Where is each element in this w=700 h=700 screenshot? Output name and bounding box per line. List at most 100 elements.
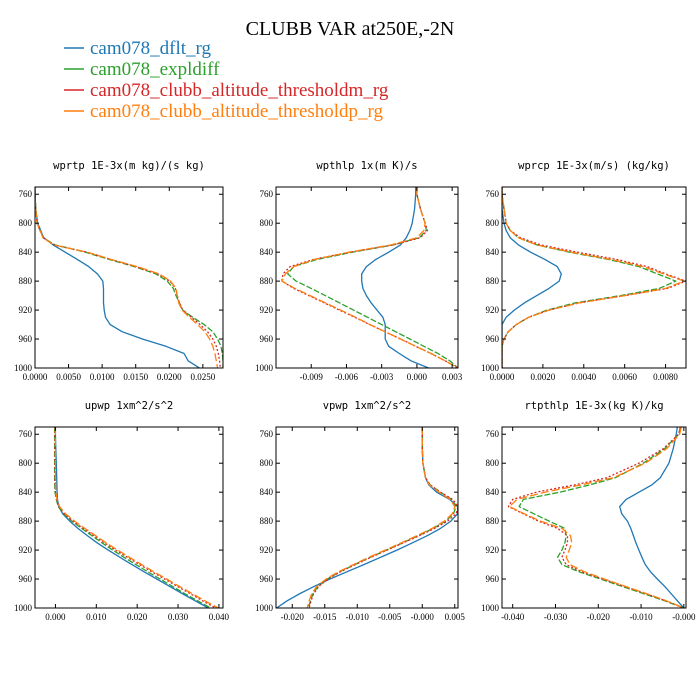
y-tick-label: 760 xyxy=(486,429,500,439)
y-tick-label: 840 xyxy=(19,487,33,497)
x-tick-label: 0.0060 xyxy=(612,372,637,382)
y-tick-label: 1000 xyxy=(481,603,500,613)
y-tick-label: 760 xyxy=(19,429,33,439)
x-tick-label: -0.010 xyxy=(629,612,653,622)
panel-title: wpthlp 1x(m K)/s xyxy=(316,160,417,172)
series-line-1 xyxy=(35,187,223,368)
y-tick-label: 960 xyxy=(19,334,33,344)
series-line-3 xyxy=(502,187,685,368)
series-line-0 xyxy=(619,427,685,608)
y-tick-label: 840 xyxy=(19,247,33,257)
y-tick-label: 1000 xyxy=(255,363,274,373)
x-tick-label: 0.003 xyxy=(442,372,463,382)
y-tick-label: 1000 xyxy=(255,603,274,613)
panel-title: upwp 1xm^2/s^2 xyxy=(85,400,174,412)
panel-title: vpwp 1xm^2/s^2 xyxy=(323,400,412,412)
x-tick-label: -0.020 xyxy=(587,612,611,622)
y-tick-label: 800 xyxy=(260,458,274,468)
y-tick-label: 960 xyxy=(486,334,500,344)
y-tick-label: 880 xyxy=(260,516,274,526)
series-line-2 xyxy=(308,427,458,608)
y-tick-label: 960 xyxy=(19,574,33,584)
x-tick-label: -0.020 xyxy=(281,612,305,622)
y-tick-label: 840 xyxy=(486,487,500,497)
y-tick-label: 880 xyxy=(486,276,500,286)
legend-label-3: cam078_clubb_altitude_thresholdp_rg xyxy=(90,101,384,122)
series-line-1 xyxy=(287,187,458,368)
x-tick-label: -0.000 xyxy=(411,612,435,622)
panels: wprtp 1E-3x(m kg)/(s kg) 760 800 840 880 920 9… xyxy=(14,160,696,622)
y-tick-label: 880 xyxy=(260,276,274,286)
series-line-1 xyxy=(53,427,212,608)
plot-frame xyxy=(34,426,224,609)
panel-2: wpthlp 1x(m K)/s 760 800 840 880 920 960 1000 -0… xyxy=(255,160,463,382)
series-group xyxy=(507,427,685,608)
series-group xyxy=(281,187,458,368)
x-tick-label: 0.0000 xyxy=(490,372,515,382)
y-tick-label: 840 xyxy=(486,247,500,257)
legend-label-2: cam078_clubb_altitude_thresholdm_rg xyxy=(90,80,389,101)
y-tick-label: 920 xyxy=(19,305,33,315)
panel-title: rtpthlp 1E-3x(kg K)/kg xyxy=(524,400,663,412)
y-tick-label: 920 xyxy=(19,545,33,555)
panel-5: vpwp 1xm^2/s^2 760 800 840 880 920 960 1000 -0.0… xyxy=(255,400,465,622)
y-tick-label: 800 xyxy=(486,218,500,228)
y-tick-label: 920 xyxy=(260,305,274,315)
x-tick-label: 0.030 xyxy=(168,612,189,622)
y-tick-label: 1000 xyxy=(481,363,500,373)
plot-frame xyxy=(275,186,459,369)
series-line-3 xyxy=(306,427,456,608)
y-tick-label: 760 xyxy=(260,429,274,439)
y-tick-label: 800 xyxy=(486,458,500,468)
panel-4: upwp 1xm^2/s^2 760 800 840 880 920 960 1000 0.00… xyxy=(14,400,230,622)
x-tick-label: -0.015 xyxy=(313,612,337,622)
series-line-3 xyxy=(35,187,219,368)
y-tick-label: 920 xyxy=(486,545,500,555)
series-line-2 xyxy=(507,427,685,608)
panel-title: wprtp 1E-3x(m kg)/(s kg) xyxy=(53,160,205,172)
plot-frame xyxy=(501,186,687,369)
legend: cam078_dflt_rgcam078_expldiffcam078_club… xyxy=(64,38,389,122)
x-tick-label: 0.0150 xyxy=(123,372,148,382)
x-tick-label: 0.000 xyxy=(45,612,66,622)
x-tick-label: -0.040 xyxy=(501,612,525,622)
series-line-2 xyxy=(54,427,216,608)
y-tick-label: 760 xyxy=(260,189,274,199)
y-tick-label: 960 xyxy=(260,574,274,584)
y-tick-label: 760 xyxy=(486,189,500,199)
legend-label-0: cam078_dflt_rg xyxy=(90,38,212,59)
y-tick-label: 760 xyxy=(19,189,33,199)
y-tick-label: 960 xyxy=(486,574,500,584)
x-tick-label: -0.005 xyxy=(378,612,402,622)
series-group xyxy=(35,187,223,368)
x-tick-label: 0.0040 xyxy=(571,372,596,382)
series-line-1 xyxy=(518,427,685,608)
x-tick-label: 0.0100 xyxy=(90,372,115,382)
panel-3: wprcp 1E-3x(m/s) (kg/kg) 760 800 840 880 920 9… xyxy=(481,160,687,382)
figure-title: CLUBB VAR at250E,-2N xyxy=(246,18,455,40)
series-line-0 xyxy=(361,187,429,368)
y-tick-label: 880 xyxy=(486,516,500,526)
y-tick-label: 800 xyxy=(19,218,33,228)
y-tick-label: 840 xyxy=(260,487,274,497)
series-line-3 xyxy=(508,427,685,608)
x-tick-label: -0.010 xyxy=(346,612,370,622)
y-tick-label: 840 xyxy=(260,247,274,257)
y-tick-label: 800 xyxy=(19,458,33,468)
panel-1: wprtp 1E-3x(m kg)/(s kg) 760 800 840 880 920 9… xyxy=(14,160,224,382)
x-tick-label: -0.009 xyxy=(300,372,324,382)
plot-frame xyxy=(501,426,687,609)
series-line-2 xyxy=(35,187,221,368)
y-tick-label: 880 xyxy=(19,276,33,286)
y-tick-label: 880 xyxy=(19,516,33,526)
y-tick-label: 920 xyxy=(486,305,500,315)
plot-frame xyxy=(34,186,224,369)
y-tick-label: 1000 xyxy=(14,603,33,613)
y-tick-label: 800 xyxy=(260,218,274,228)
series-line-0 xyxy=(54,427,209,608)
y-tick-label: 920 xyxy=(260,545,274,555)
y-tick-label: 960 xyxy=(260,334,274,344)
x-tick-label: -0.003 xyxy=(370,372,394,382)
